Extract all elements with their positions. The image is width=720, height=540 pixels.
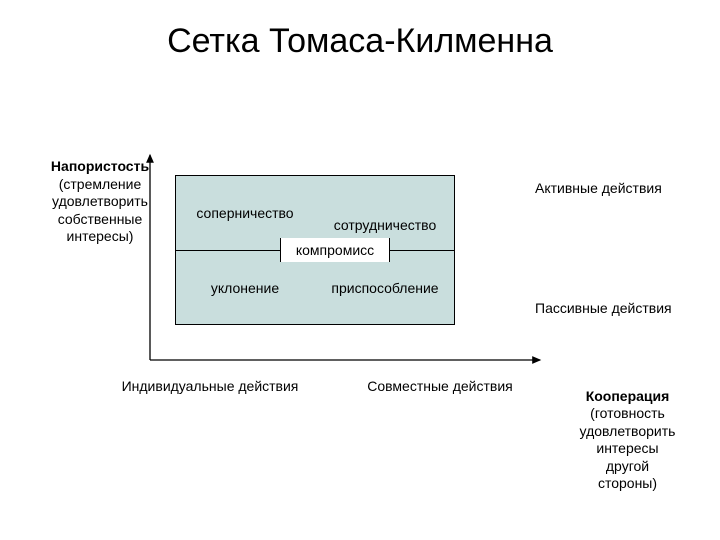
cell-accommodation: приспособление (315, 280, 455, 296)
x-axis-right-label: Совместные действия (340, 378, 540, 396)
cell-competition: соперничество (175, 205, 315, 221)
right-label-passive: Пассивные действия (535, 300, 695, 318)
slide-title: Сетка Томаса-Килменна (0, 22, 720, 61)
compromise-text: компромисс (296, 242, 374, 258)
cell-collaboration: сотрудничество (315, 217, 455, 233)
right-label-active: Активные действия (535, 180, 695, 198)
cell-avoidance: уклонение (175, 280, 315, 296)
y-axis-label: Напористость (стремление удовлетворить с… (30, 158, 170, 246)
right-label-cooperation: Кооперация (готовность удовлетворить инт… (555, 370, 700, 493)
cooperation-text: Кооперация (готовность удовлетворить инт… (580, 388, 676, 492)
x-axis-left-label: Индивидуальные действия (100, 378, 320, 396)
cell-compromise: компромисс (280, 238, 390, 262)
